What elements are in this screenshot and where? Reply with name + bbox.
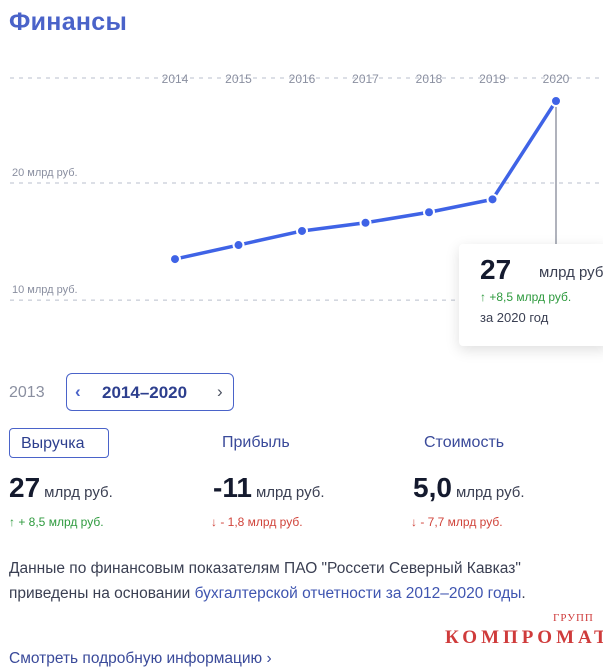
watermark-small-text: ГРУПП bbox=[553, 612, 594, 624]
tooltip-value: 27 bbox=[480, 254, 512, 285]
x-tick-label: 2014 bbox=[162, 72, 189, 86]
watermark: КОМПРОМАТ bbox=[445, 627, 603, 648]
x-tick-label: 2018 bbox=[416, 72, 443, 86]
chevron-left-icon[interactable]: ‹ bbox=[75, 382, 81, 401]
page-title: Финансы bbox=[9, 8, 128, 36]
revenue-metric: 27 млрд руб. bbox=[9, 472, 113, 504]
y-tick-label: 10 млрд руб. bbox=[12, 284, 78, 296]
description-text: Данные по финансовым показателям ПАО "Ро… bbox=[9, 560, 521, 602]
revenue-line-chart: 20 млрд руб. 10 млрд руб. 2014 2015 2016 2017… bbox=[10, 72, 603, 301]
x-tick-label: 2020 bbox=[543, 72, 570, 86]
description-end: . bbox=[521, 585, 526, 602]
reports-link[interactable]: бухгалтерской отчетности за 2012–2020 го… bbox=[194, 585, 522, 602]
data-point bbox=[359, 216, 372, 229]
x-tick-label: 2015 bbox=[225, 72, 252, 86]
description-paragraph: Данные по финансовым показателям ПАО "Ро… bbox=[9, 556, 589, 606]
tab-profit[interactable]: Прибыль bbox=[222, 434, 290, 451]
tab-revenue[interactable]: Выручка bbox=[9, 428, 109, 458]
tooltip-delta: ↑ +8,5 млрд руб. bbox=[480, 290, 572, 304]
profit-value: -11 bbox=[213, 472, 252, 503]
data-point bbox=[232, 239, 245, 252]
y-tick-label: 20 млрд руб. bbox=[12, 167, 78, 179]
x-tick-label: 2017 bbox=[352, 72, 379, 86]
prev-year-link[interactable]: 2013 bbox=[9, 384, 45, 401]
profit-metric: -11 млрд руб. bbox=[213, 472, 325, 504]
tab-value[interactable]: Стоимость bbox=[424, 434, 505, 451]
value-value: 5,0 bbox=[413, 472, 452, 503]
revenue-delta: ↑ + 8,5 млрд руб. bbox=[9, 515, 104, 529]
tooltip-period: за 2020 год bbox=[480, 310, 549, 325]
tab-revenue-label: Выручка bbox=[21, 435, 85, 452]
period-range-label: 2014–2020 bbox=[102, 383, 188, 402]
x-tick-label: 2016 bbox=[289, 72, 316, 86]
series-line bbox=[173, 99, 558, 261]
value-metric: 5,0 млрд руб. bbox=[413, 472, 525, 504]
data-point bbox=[486, 193, 499, 206]
revenue-value: 27 bbox=[9, 472, 41, 503]
value-delta: ↓ - 7,7 млрд руб. bbox=[411, 515, 503, 529]
data-point bbox=[423, 206, 435, 219]
data-point bbox=[169, 253, 181, 266]
data-point bbox=[550, 94, 562, 107]
tooltip-unit: млрд руб. bbox=[539, 264, 603, 281]
x-tick-label: 2019 bbox=[479, 72, 506, 86]
profit-unit: млрд руб. bbox=[255, 484, 325, 501]
profit-delta: ↓ - 1,8 млрд руб. bbox=[211, 515, 303, 529]
chart-tooltip: 27 млрд руб. ↑ +8,5 млрд руб. за 2020 го… bbox=[459, 244, 603, 346]
revenue-unit: млрд руб. bbox=[44, 484, 113, 501]
value-unit: млрд руб. bbox=[455, 484, 525, 501]
chevron-right-icon[interactable]: › bbox=[217, 382, 223, 401]
period-selector[interactable]: ‹ 2014–2020 › bbox=[66, 373, 234, 411]
more-info-link[interactable]: Смотреть подробную информацию › bbox=[9, 650, 272, 667]
data-point bbox=[296, 224, 308, 237]
